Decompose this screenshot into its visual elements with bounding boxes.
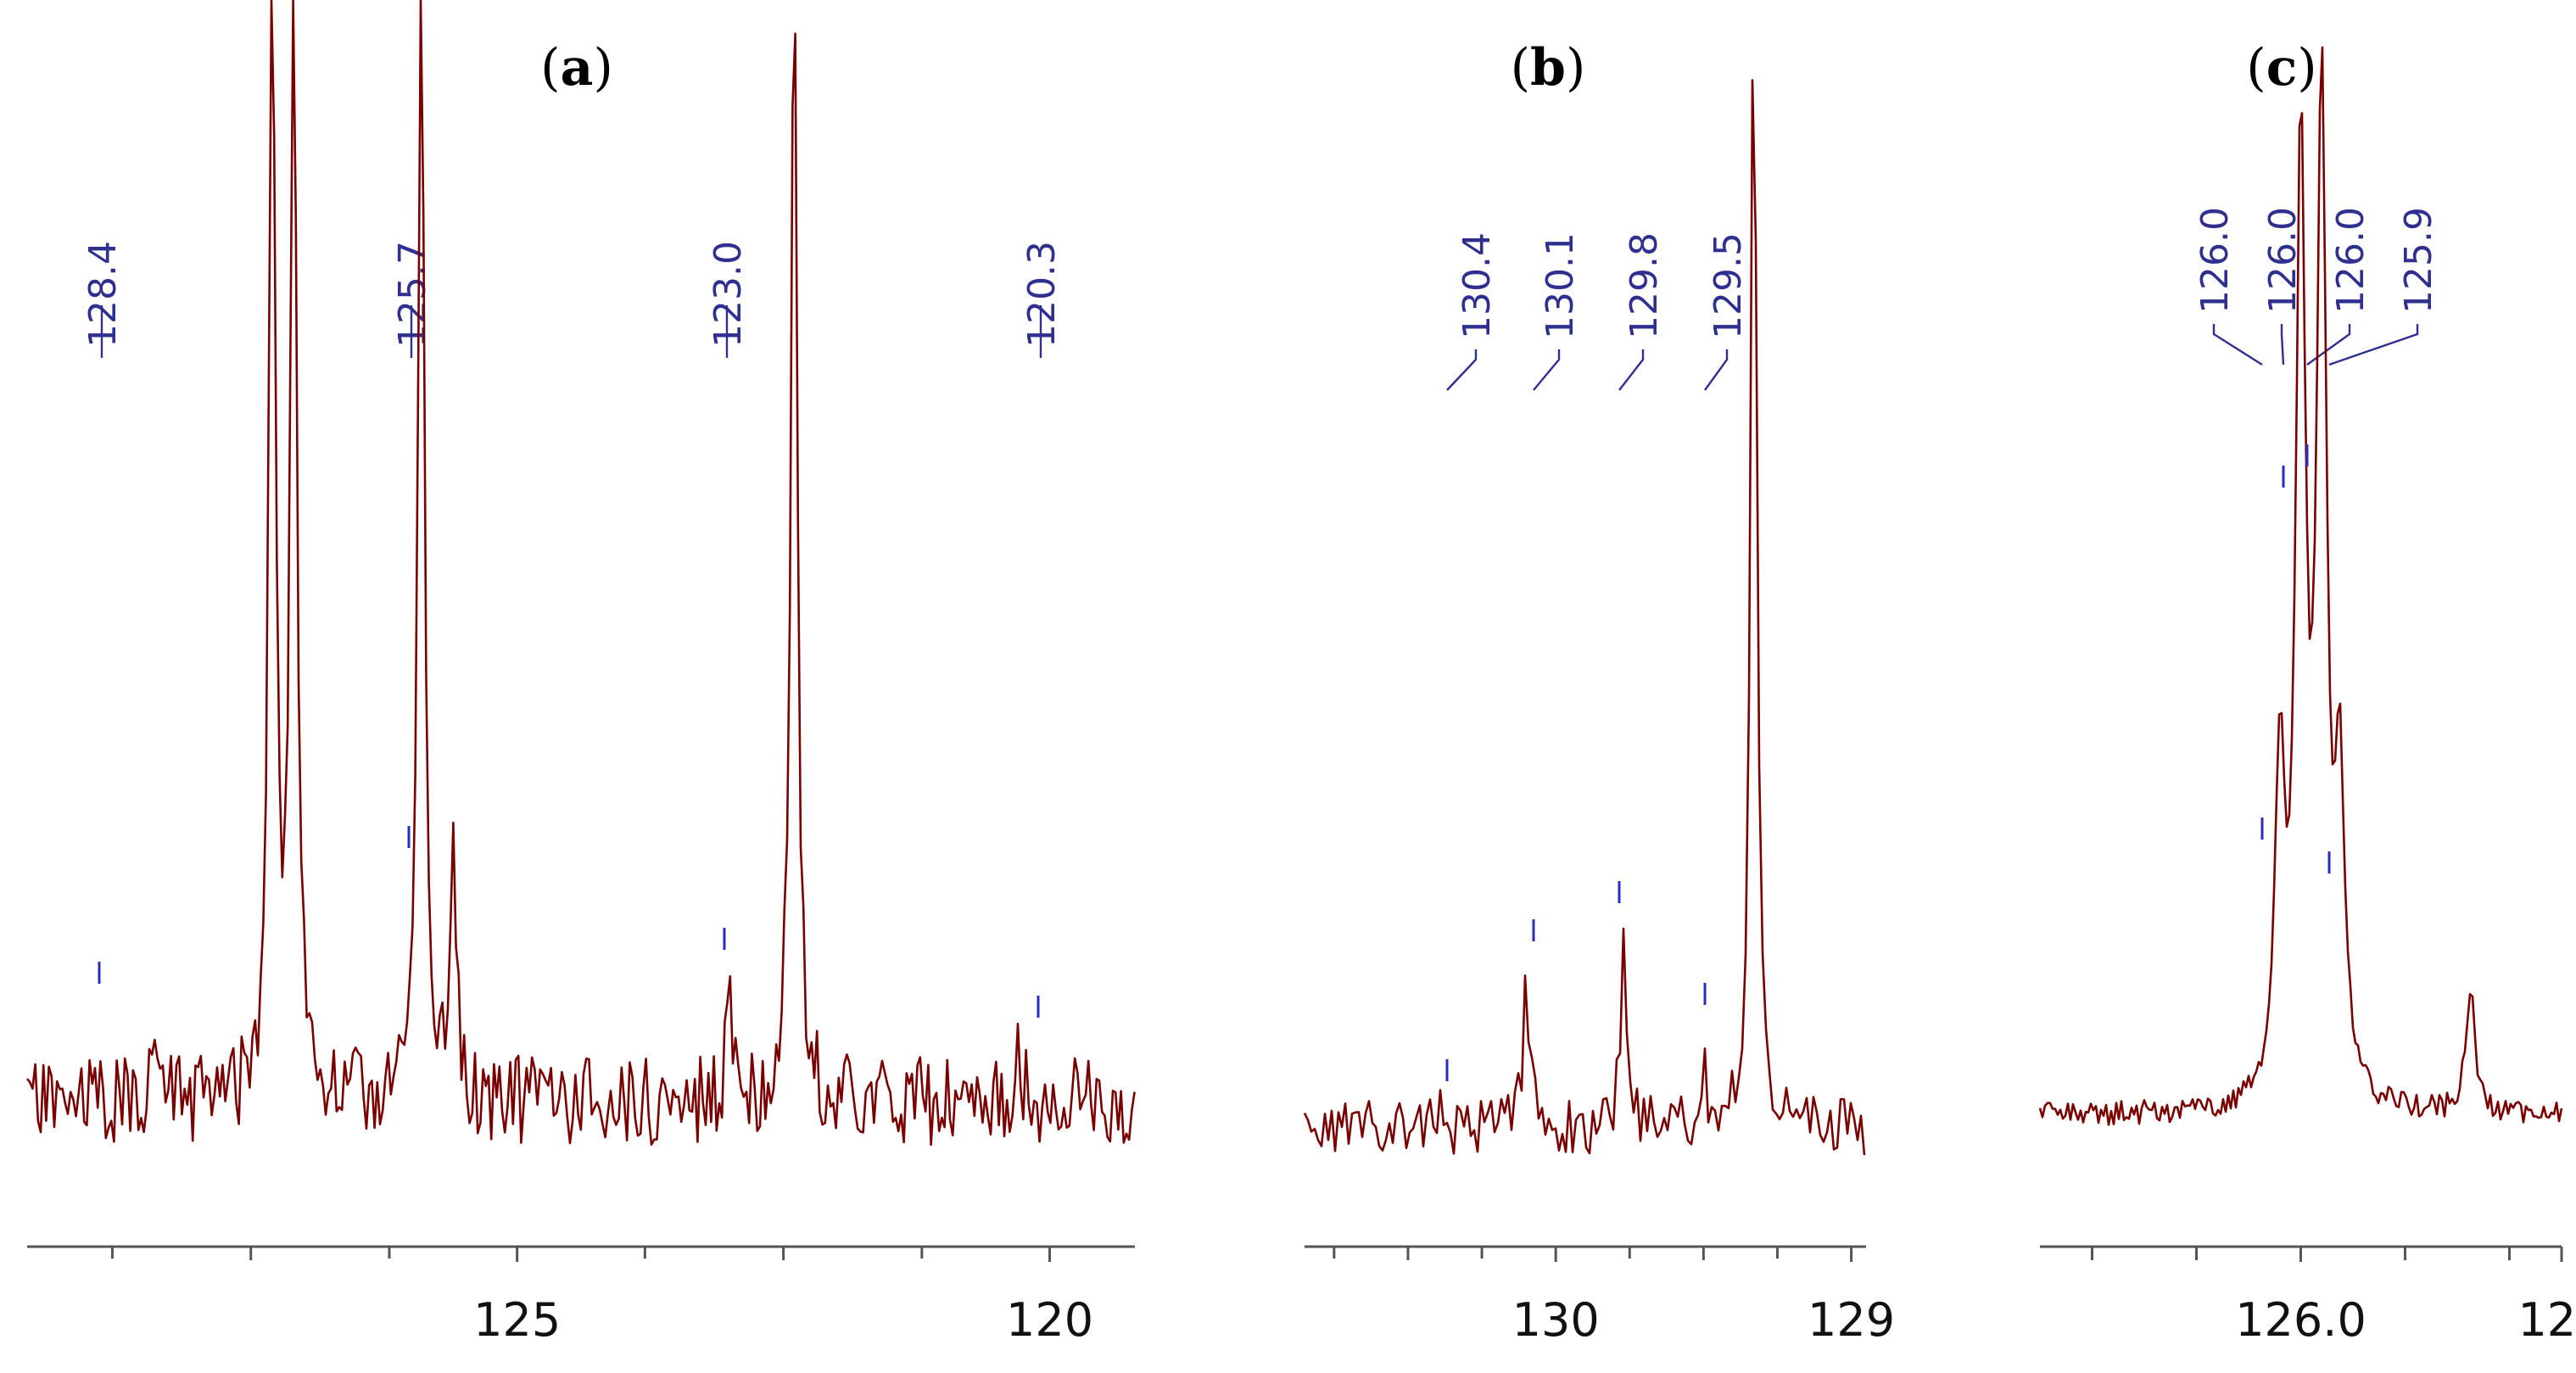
- x-tick-label: 126.0: [2235, 1293, 2366, 1347]
- peak-label: 126.0: [2193, 207, 2237, 314]
- peak-label: 120.3: [1020, 241, 1064, 348]
- peak-label: 125.7: [391, 241, 434, 348]
- peak-leader: [2280, 324, 2285, 366]
- x-tick-label: 129: [1808, 1293, 1895, 1347]
- peak-label: 123.0: [707, 241, 750, 348]
- peak-leader: [1704, 349, 1729, 391]
- x-tick-label: 130: [1512, 1293, 1600, 1347]
- peak-leader: [2328, 324, 2419, 366]
- peak-label: 130.1: [1539, 232, 1582, 339]
- panel-a: (a) 128.4 125.7 123.0 120.3 125 120: [26, 0, 1136, 1347]
- peak-label: 130.4: [1456, 232, 1499, 339]
- peak-leader: [1446, 349, 1478, 391]
- peak-label: 128.4: [81, 241, 125, 348]
- peak-label: 125.9: [2397, 207, 2440, 314]
- panel-b: (b) 130.4 130.1 129.8 129.5 130 129: [1303, 38, 1895, 1347]
- peak-leader: [2212, 324, 2263, 366]
- panel-b-spectrum: [1303, 79, 1866, 1156]
- peak-leader: [1618, 349, 1645, 391]
- peak-label: 129.8: [1623, 232, 1666, 339]
- peak-label: 126.0: [2329, 207, 2372, 314]
- x-tick-label: 125: [473, 1293, 561, 1347]
- peak-leader: [1533, 349, 1561, 391]
- panel-a-title: (a): [540, 38, 613, 98]
- panel-a-spectrum: [26, 0, 1136, 1147]
- peak-label: 129.5: [1707, 232, 1750, 339]
- peak-leader: [2306, 324, 2351, 366]
- panel-b-title: (b): [1511, 38, 1586, 98]
- x-tick-label: 120: [1006, 1293, 1093, 1347]
- x-tick-label: 125: [2517, 1293, 2576, 1347]
- panel-c-spectrum: [2038, 46, 2563, 1126]
- panel-c-title: (c): [2246, 38, 2316, 98]
